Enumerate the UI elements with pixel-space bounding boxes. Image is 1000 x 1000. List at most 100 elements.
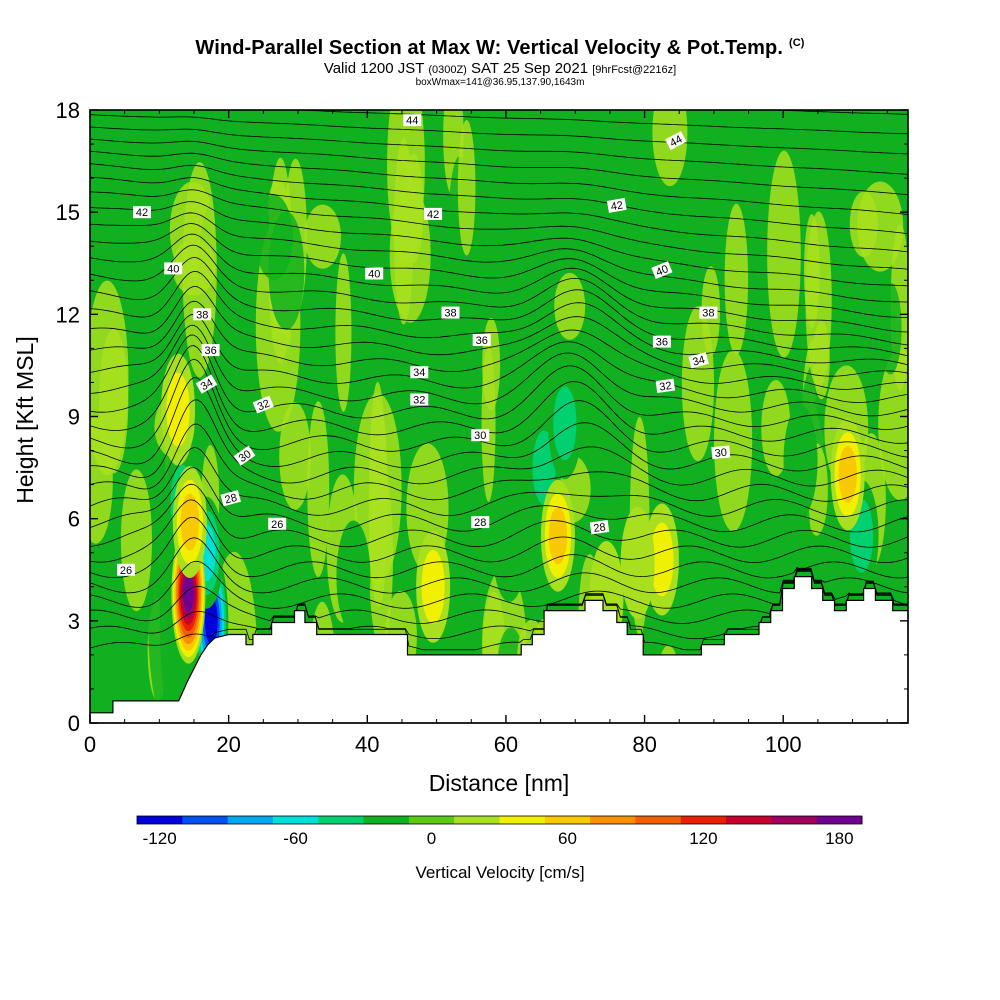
theta-contour-line xyxy=(90,256,908,357)
contour-label: 38 xyxy=(193,308,212,321)
updraft-core xyxy=(166,372,190,447)
theta-contour-line xyxy=(90,223,908,318)
weak-motion-streak xyxy=(652,110,688,187)
colorbar-swatch xyxy=(726,816,772,824)
chart-title: Wind-Parallel Section at Max W: Vertical… xyxy=(0,37,1000,60)
contour-label-text: 36 xyxy=(204,345,216,357)
contour-label-box xyxy=(589,520,610,535)
contour-label-text: 38 xyxy=(196,309,208,321)
colorbar-tick-label: 60 xyxy=(558,829,577,848)
box-wmax-info: boxWmax=141@36.95,137.90,1643m xyxy=(415,77,585,88)
theta-contour-line xyxy=(290,110,908,135)
theta-contour-line xyxy=(90,176,908,253)
potential-temperature-contours xyxy=(90,110,908,651)
y-tick-label: 12 xyxy=(56,302,80,327)
weak-motion-streak xyxy=(124,186,155,333)
x-axis-label: Distance [nm] xyxy=(429,770,570,796)
contour-label-text: 40 xyxy=(654,263,670,279)
theta-contour-line xyxy=(90,358,908,458)
contour-label: 30 xyxy=(233,445,256,466)
colorbar-tick-label: -120 xyxy=(143,829,177,848)
contour-label: 28 xyxy=(220,490,241,507)
updraft-core xyxy=(620,506,655,619)
theta-contour-line xyxy=(90,114,908,155)
colorbar: -120 -60 0 60 120 180 xyxy=(136,815,863,848)
colorbar-swatch xyxy=(454,816,500,824)
theta-contour-line xyxy=(90,300,908,390)
theta-contour-line xyxy=(90,517,908,579)
contour-label: 28 xyxy=(589,520,610,535)
downdraft-core xyxy=(553,386,577,461)
contour-label-box xyxy=(133,206,151,219)
theta-contour-line xyxy=(90,499,908,563)
colorbar-frame xyxy=(136,815,863,825)
valid-time: Valid 1200 JST xyxy=(323,60,425,77)
contour-label-box xyxy=(606,197,627,213)
contour-label: 26 xyxy=(117,563,135,577)
theta-contour-line xyxy=(90,447,908,518)
contour-label-text: 34 xyxy=(691,354,706,369)
weak-motion-streak xyxy=(681,306,714,462)
theta-contour-line xyxy=(90,467,908,533)
contour-label: 38 xyxy=(441,306,460,320)
colorbar-swatch xyxy=(680,816,727,824)
theta-contour-line xyxy=(90,313,908,403)
contour-label-box xyxy=(471,516,490,529)
theta-contour-line xyxy=(90,270,908,366)
contour-label: 30 xyxy=(711,445,731,460)
contour-label-box xyxy=(365,267,384,280)
contour-label-text: 30 xyxy=(714,447,727,460)
theta-contour-line xyxy=(90,126,908,175)
contour-label-text: 34 xyxy=(413,367,425,379)
contour-label: 26 xyxy=(268,517,287,531)
theta-contour-line xyxy=(90,324,908,417)
weak-motion-streak xyxy=(481,345,496,502)
weak-motion-streak xyxy=(457,119,476,256)
weak-motion-streak xyxy=(182,162,217,378)
contour-label-box xyxy=(193,308,212,321)
y-tick-label: 18 xyxy=(56,98,80,123)
contour-label-box xyxy=(424,207,443,220)
contour-label-box xyxy=(699,306,718,319)
weak-motion-streak xyxy=(353,393,402,584)
colorbar-swatch xyxy=(272,816,319,824)
contour-label-text: 38 xyxy=(702,308,714,320)
colorbar-swatch xyxy=(318,816,365,824)
x-tick-label: 20 xyxy=(216,732,240,757)
contour-label-box xyxy=(268,517,287,530)
colorbar-swatch xyxy=(544,816,591,824)
theta-contour-line xyxy=(90,138,908,195)
colorbar-swatch xyxy=(771,816,818,824)
y-tick-label: 3 xyxy=(68,609,80,634)
contour-label-box xyxy=(665,131,687,151)
contour-label: 38 xyxy=(699,306,718,320)
contour-label: 28 xyxy=(471,516,490,529)
updraft-core xyxy=(183,575,194,612)
contour-label-box xyxy=(652,335,671,348)
contour-label-text: 32 xyxy=(659,380,673,394)
theta-contour-line xyxy=(90,233,908,333)
colorbar-tick-label: -60 xyxy=(283,829,308,848)
theta-contour-line xyxy=(90,201,908,287)
theta-contour-line xyxy=(90,163,908,235)
contour-label-text: 44 xyxy=(668,133,684,149)
contour-label-text: 28 xyxy=(474,517,486,529)
contour-label-box xyxy=(201,344,220,357)
contour-label-box xyxy=(403,114,422,127)
downdraft-core xyxy=(783,404,818,517)
contour-label-text: 44 xyxy=(406,115,418,127)
contour-label-box xyxy=(220,490,241,507)
weak-motion-streak xyxy=(805,211,832,389)
weak-motion-streak xyxy=(879,282,902,375)
y-tick-label: 9 xyxy=(68,405,80,430)
weak-motion-streak xyxy=(307,401,330,578)
contour-label-box xyxy=(117,563,135,576)
weak-motion-streak xyxy=(714,349,753,532)
updraft-core xyxy=(421,549,445,624)
colorbar-swatch xyxy=(590,816,636,824)
contour-label-text: 26 xyxy=(271,519,283,531)
weak-motion-streak xyxy=(479,110,517,229)
updraft-core xyxy=(650,522,674,597)
